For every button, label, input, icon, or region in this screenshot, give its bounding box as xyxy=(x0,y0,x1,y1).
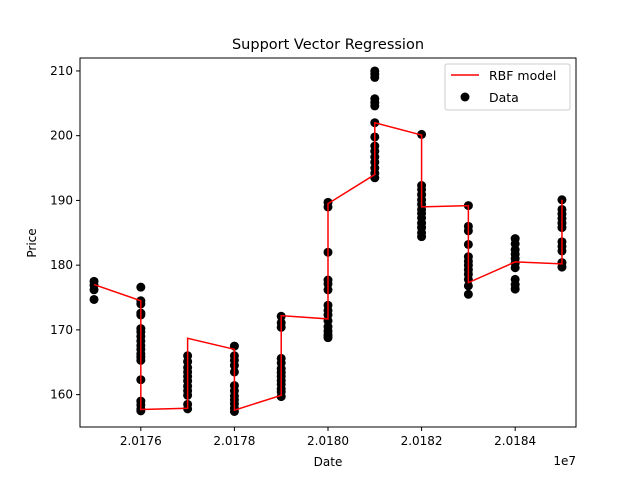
legend: RBF model Data xyxy=(444,63,571,111)
x-axis-offset-label: 1e7 xyxy=(553,454,576,468)
data-point xyxy=(463,289,473,299)
x-tick-label: 2.0184 xyxy=(494,434,536,448)
legend-marker-swatch xyxy=(460,92,470,102)
data-point xyxy=(323,333,333,343)
y-tick-label: 170 xyxy=(50,323,73,337)
y-tick-label: 190 xyxy=(50,193,73,207)
x-tick-label: 2.0180 xyxy=(307,434,349,448)
data-point xyxy=(510,263,520,273)
data-point xyxy=(417,232,427,242)
x-tick-label: 2.0178 xyxy=(213,434,255,448)
x-axis-ticks: 2.0176 2.0178 2.0180 2.0182 2.0184 xyxy=(120,427,536,448)
data-point xyxy=(136,406,146,416)
y-axis-ticks: 160 170 180 190 200 210 xyxy=(50,64,80,402)
data-point xyxy=(510,284,520,294)
legend-label-model: RBF model xyxy=(489,68,556,83)
data-point xyxy=(557,262,567,272)
data-point xyxy=(276,392,286,402)
data-point xyxy=(463,281,473,291)
y-tick-label: 180 xyxy=(50,258,73,272)
rbf-model-line xyxy=(93,121,563,412)
series-layer xyxy=(89,66,567,416)
y-axis-label: Price xyxy=(25,228,39,257)
chart-title: Support Vector Regression xyxy=(232,37,424,53)
data-point xyxy=(370,72,380,82)
data-point xyxy=(89,285,99,295)
x-axis-label: Date xyxy=(314,455,343,469)
y-tick-label: 210 xyxy=(50,64,73,78)
data-point xyxy=(370,101,380,111)
data-point xyxy=(136,282,146,292)
data-point xyxy=(89,294,99,304)
legend-label-data: Data xyxy=(489,90,519,105)
y-tick-label: 160 xyxy=(50,388,73,402)
x-tick-label: 2.0176 xyxy=(120,434,162,448)
plot-area xyxy=(79,57,577,428)
x-tick-label: 2.0182 xyxy=(401,434,443,448)
y-tick-label: 200 xyxy=(50,129,73,143)
